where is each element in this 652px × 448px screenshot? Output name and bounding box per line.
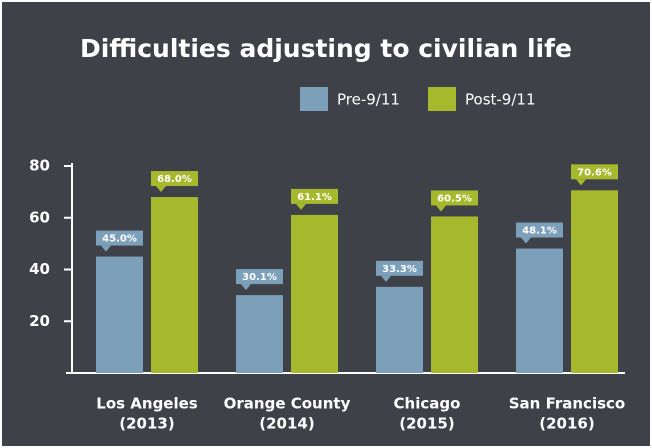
x-tick-label: Orange County bbox=[224, 395, 351, 413]
value-label-box bbox=[291, 188, 338, 204]
bar bbox=[376, 286, 423, 373]
value-label: 33.3% bbox=[382, 264, 417, 275]
x-tick-label: (2016) bbox=[539, 415, 594, 433]
value-label-box bbox=[516, 222, 563, 238]
value-label-pointer bbox=[381, 275, 391, 282]
value-label: 45.0% bbox=[102, 234, 137, 245]
value-label-pointer bbox=[156, 186, 166, 193]
value-label-pointer bbox=[576, 179, 586, 186]
chart-title: Difficulties adjusting to civilian life bbox=[80, 34, 572, 63]
bar bbox=[291, 214, 338, 373]
value-label-pointer bbox=[436, 205, 446, 212]
x-tick-label: Los Angeles bbox=[96, 395, 198, 413]
legend-swatch bbox=[428, 87, 456, 111]
y-tick-label: 60 bbox=[29, 208, 50, 226]
value-label: 48.1% bbox=[522, 226, 557, 237]
value-label-pointer bbox=[101, 245, 111, 252]
value-label: 68.0% bbox=[157, 174, 192, 185]
value-label-box bbox=[376, 260, 423, 276]
legend-swatch bbox=[300, 87, 328, 111]
value-label-box bbox=[571, 164, 618, 180]
bar bbox=[571, 190, 618, 373]
y-tick-label: 80 bbox=[29, 157, 50, 175]
value-label-box bbox=[236, 269, 283, 285]
value-label: 70.6% bbox=[577, 167, 612, 178]
value-label-pointer bbox=[296, 203, 306, 210]
bar bbox=[151, 197, 198, 373]
value-label-box bbox=[151, 171, 198, 187]
legend-label: Pre-9/11 bbox=[337, 91, 400, 109]
value-label-pointer bbox=[521, 237, 531, 244]
x-tick-label: (2013) bbox=[119, 415, 174, 433]
x-tick-label: (2015) bbox=[399, 415, 454, 433]
value-label-box bbox=[431, 190, 478, 206]
x-tick-label: San Francisco bbox=[509, 395, 625, 413]
y-tick-label: 40 bbox=[29, 260, 50, 278]
x-tick-label: (2014) bbox=[259, 415, 314, 433]
value-label-box bbox=[96, 230, 143, 246]
bar bbox=[236, 295, 283, 373]
legend-label: Post-9/11 bbox=[465, 91, 535, 109]
value-label: 61.1% bbox=[297, 192, 332, 203]
bar bbox=[96, 256, 143, 373]
value-label: 30.1% bbox=[242, 272, 277, 283]
bar bbox=[516, 248, 563, 373]
value-label-pointer bbox=[241, 284, 251, 291]
value-label: 60.5% bbox=[437, 193, 472, 204]
bar bbox=[431, 216, 478, 373]
x-tick-label: Chicago bbox=[394, 395, 461, 413]
y-tick-label: 20 bbox=[29, 312, 50, 330]
